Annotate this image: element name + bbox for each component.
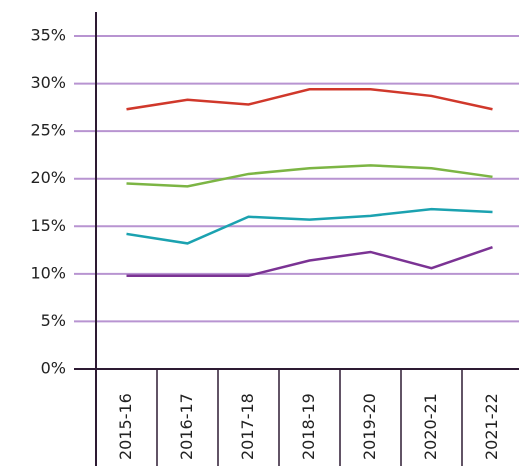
series-line [126,164,493,188]
x-tick-label: 2016-17 [177,393,196,460]
y-tick-label: 15% [30,216,66,235]
series-line [126,207,493,245]
x-tick-label: 2021-22 [482,393,501,460]
x-tick-label: 2017-18 [238,393,257,460]
series-line [126,88,493,111]
x-tick-label: 2015-16 [116,393,135,460]
y-tick-label: 0% [41,359,66,378]
y-tick-label: 25% [30,121,66,140]
y-tick-label: 20% [30,168,66,187]
x-tick-label: 2019-20 [360,393,379,460]
y-tick-label: 10% [30,263,66,282]
x-tick-label: 2018-19 [299,393,318,460]
y-tick-label: 30% [30,73,66,92]
y-tick-label: 35% [30,26,66,45]
x-tick-label: 2020-21 [421,393,440,460]
y-tick-label: 5% [41,311,66,330]
series-line [126,246,493,278]
